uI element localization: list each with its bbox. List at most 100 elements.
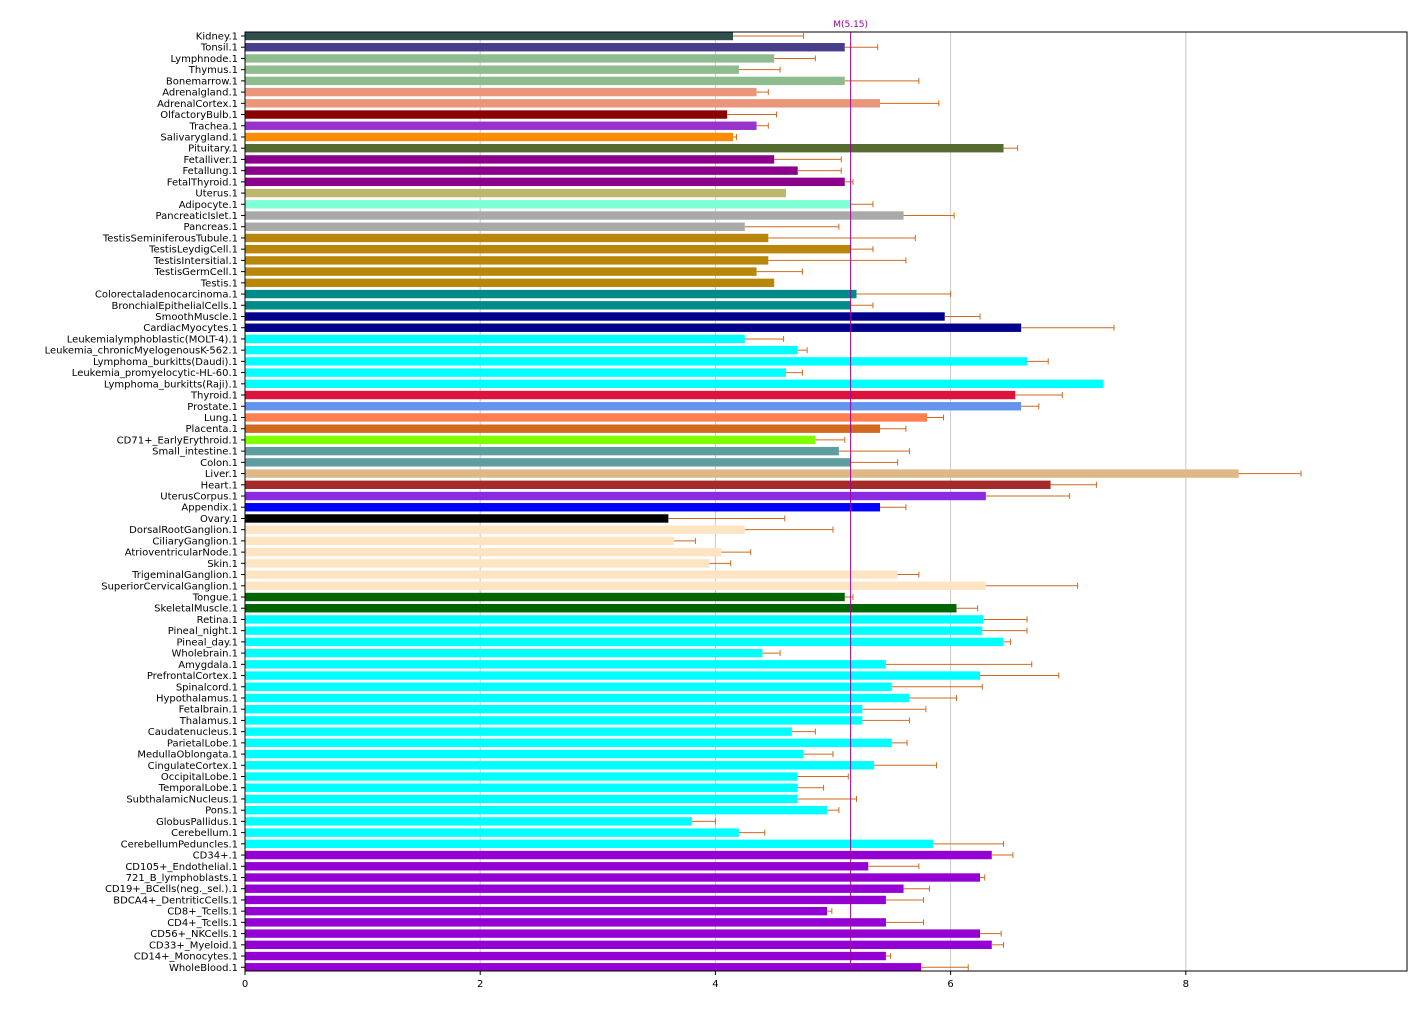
bar [245,458,851,467]
y-tick-label: Thalamus.1 [179,716,238,727]
y-tick-label: Adipocyte.1 [179,200,238,211]
bar [245,312,945,321]
bar [245,43,845,52]
y-tick-label: CD56+_NKCells.1 [150,929,238,940]
reference-line-group: M(5.15) [833,20,868,971]
bar [245,289,857,299]
bar [245,345,798,355]
bar [245,693,910,703]
bar [245,884,904,893]
y-tick-label: Lung.1 [204,413,238,424]
y-tick-label: GlobusPallidus.1 [156,817,238,828]
bar [245,144,1004,153]
y-tick-label: PrefrontalCortex.1 [147,671,238,682]
y-tick-label: Lymphnode.1 [171,54,239,65]
bar [245,379,1104,389]
bar [245,87,757,97]
y-tick-label: Lymphoma_burkitts(Raji).1 [104,379,238,390]
y-tick-label: CD14+_Monocytes.1 [134,952,238,963]
x-tick-label: 0 [242,979,248,990]
y-tick-label: UterusCorpus.1 [160,492,238,503]
bar [245,503,881,512]
bar [245,390,1016,400]
bar [245,761,875,770]
y-tick-label: AtrioventricularNode.1 [125,548,238,559]
y-tick-label: Colorectaladenocarcinoma.1 [95,290,238,301]
y-tick-label: Heart.1 [201,480,238,491]
bar [245,592,845,602]
y-tick-label: Colon.1 [200,458,238,469]
bar [245,648,763,658]
x-tick-labels: 0 2 4 6 8 [242,971,1189,990]
bar [245,334,745,344]
bar [245,31,734,41]
plot-frame [244,31,1408,972]
y-tick-label: Fetalbrain.1 [179,705,238,716]
y-tick-label: FetalThyroid.1 [167,177,238,188]
bar [245,604,957,613]
y-tick-label: Kidney.1 [196,32,238,43]
y-tick-label: Prostate.1 [187,402,238,413]
bar [245,267,757,276]
y-tick-label: Leukemia_chronicMyelogenousK-562.1 [45,346,238,357]
y-tick-label: OccipitalLobe.1 [161,772,238,783]
y-tick-label: TestisIntersitial.1 [153,256,238,267]
bar [245,873,980,882]
y-tick-label: DorsalRootGanglion.1 [129,525,238,536]
bar [245,559,710,568]
bar [245,491,986,501]
y-tick-label: Thyroid.1 [190,391,238,402]
y-tick-label: Tongue.1 [192,593,238,604]
bar [245,76,845,86]
bar [245,446,839,456]
bar [245,244,851,254]
x-tick-label: 2 [477,979,483,990]
bar [245,738,892,748]
bar [245,469,1239,478]
bar [245,155,775,164]
bar [245,963,922,972]
y-tick-label: Cerebellum.1 [171,828,238,839]
y-tick-label: ParietalLobe.1 [167,738,238,749]
y-tick-label: Lymphoma_burkitts(Daudi).1 [93,357,238,368]
bar [245,413,928,422]
y-tick-label: Wholebrain.1 [171,649,238,660]
y-tick-label: Skin.1 [207,559,238,570]
bar [245,839,933,849]
bar [245,547,722,557]
y-tick-label: TestisGermCell.1 [154,267,239,278]
bar [245,951,886,961]
y-tick-label: Bonemarrow.1 [166,76,238,87]
bar [245,200,851,209]
bar [245,682,892,691]
bar [245,357,1028,366]
y-tick-label: Thymus.1 [188,65,238,76]
bar [245,65,739,74]
y-tick-label: SmoothMuscle.1 [155,312,238,323]
y-tick-label: Leukemialymphoblastic(MOLT-4).1 [67,334,238,345]
bar [245,525,745,534]
y-tick-label: Small_intestine.1 [152,447,238,458]
y-tick-label: CerebellumPeduncles.1 [121,839,238,850]
bars [245,31,1239,972]
y-tick-label: CD34+.1 [193,851,238,862]
y-tick-label: Salivarygland.1 [160,132,238,143]
bar [245,424,881,433]
bar [245,121,757,130]
bar [245,99,881,108]
y-tick-label: Hypothalamus.1 [156,693,238,704]
y-tick-label: TestisLeydigCell.1 [148,245,238,256]
y-tick-label: TemporalLobe.1 [158,783,238,794]
y-tick-label: Pancreas.1 [184,222,238,233]
y-tick-label: TrigeminalGanglion.1 [131,570,238,581]
bar [245,211,904,220]
y-tick-label: CD71+_EarlyErythroid.1 [117,435,238,446]
bar [245,749,804,759]
y-tick-label: PancreaticIslet.1 [156,211,238,222]
bar [245,570,898,579]
bar [245,233,769,243]
bar [245,278,775,288]
bar [245,716,863,725]
y-tick-label: Testis.1 [200,278,238,289]
x-tick-label: 8 [1183,979,1189,990]
